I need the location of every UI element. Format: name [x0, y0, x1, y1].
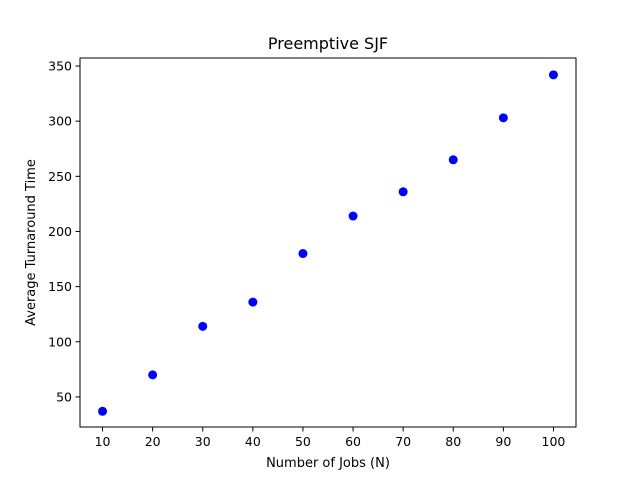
x-axis-label: Number of Jobs (N)	[266, 456, 390, 471]
data-point	[298, 249, 308, 259]
y-tick-label: 300	[48, 114, 72, 129]
data-point	[148, 370, 158, 380]
x-tick-label: 30	[195, 434, 211, 449]
y-tick-label: 150	[48, 279, 72, 294]
data-points	[98, 70, 558, 416]
x-tick-label: 70	[395, 434, 411, 449]
x-tick-label: 100	[542, 434, 566, 449]
data-point	[398, 187, 408, 197]
x-tick-label: 90	[495, 434, 511, 449]
data-point	[198, 321, 208, 331]
plot-frame	[79, 57, 577, 428]
y-tick-label: 250	[48, 169, 72, 184]
y-tick-label: 100	[48, 334, 72, 349]
x-tick-label: 50	[295, 434, 311, 449]
data-point	[448, 155, 458, 165]
y-tick-label: 50	[56, 389, 72, 404]
data-point	[248, 297, 258, 307]
y-tick-label: 200	[48, 224, 72, 239]
data-point	[98, 406, 108, 416]
x-axis-ticks: 10 20 30 40 50 60 70 80 90 100	[95, 427, 566, 449]
x-tick-label: 10	[95, 434, 111, 449]
x-tick-label: 80	[445, 434, 461, 449]
data-point	[498, 113, 508, 123]
chart-title: Preemptive SJF	[268, 34, 388, 53]
x-tick-label: 40	[245, 434, 261, 449]
data-point	[548, 70, 558, 80]
y-axis-ticks: 50 100 150 200 250 300 350	[48, 58, 80, 404]
y-axis-label: Average Turnaround Time	[24, 159, 39, 326]
y-tick-label: 350	[48, 58, 72, 73]
x-tick-label: 60	[345, 434, 361, 449]
x-tick-label: 20	[145, 434, 161, 449]
data-point	[348, 211, 358, 221]
